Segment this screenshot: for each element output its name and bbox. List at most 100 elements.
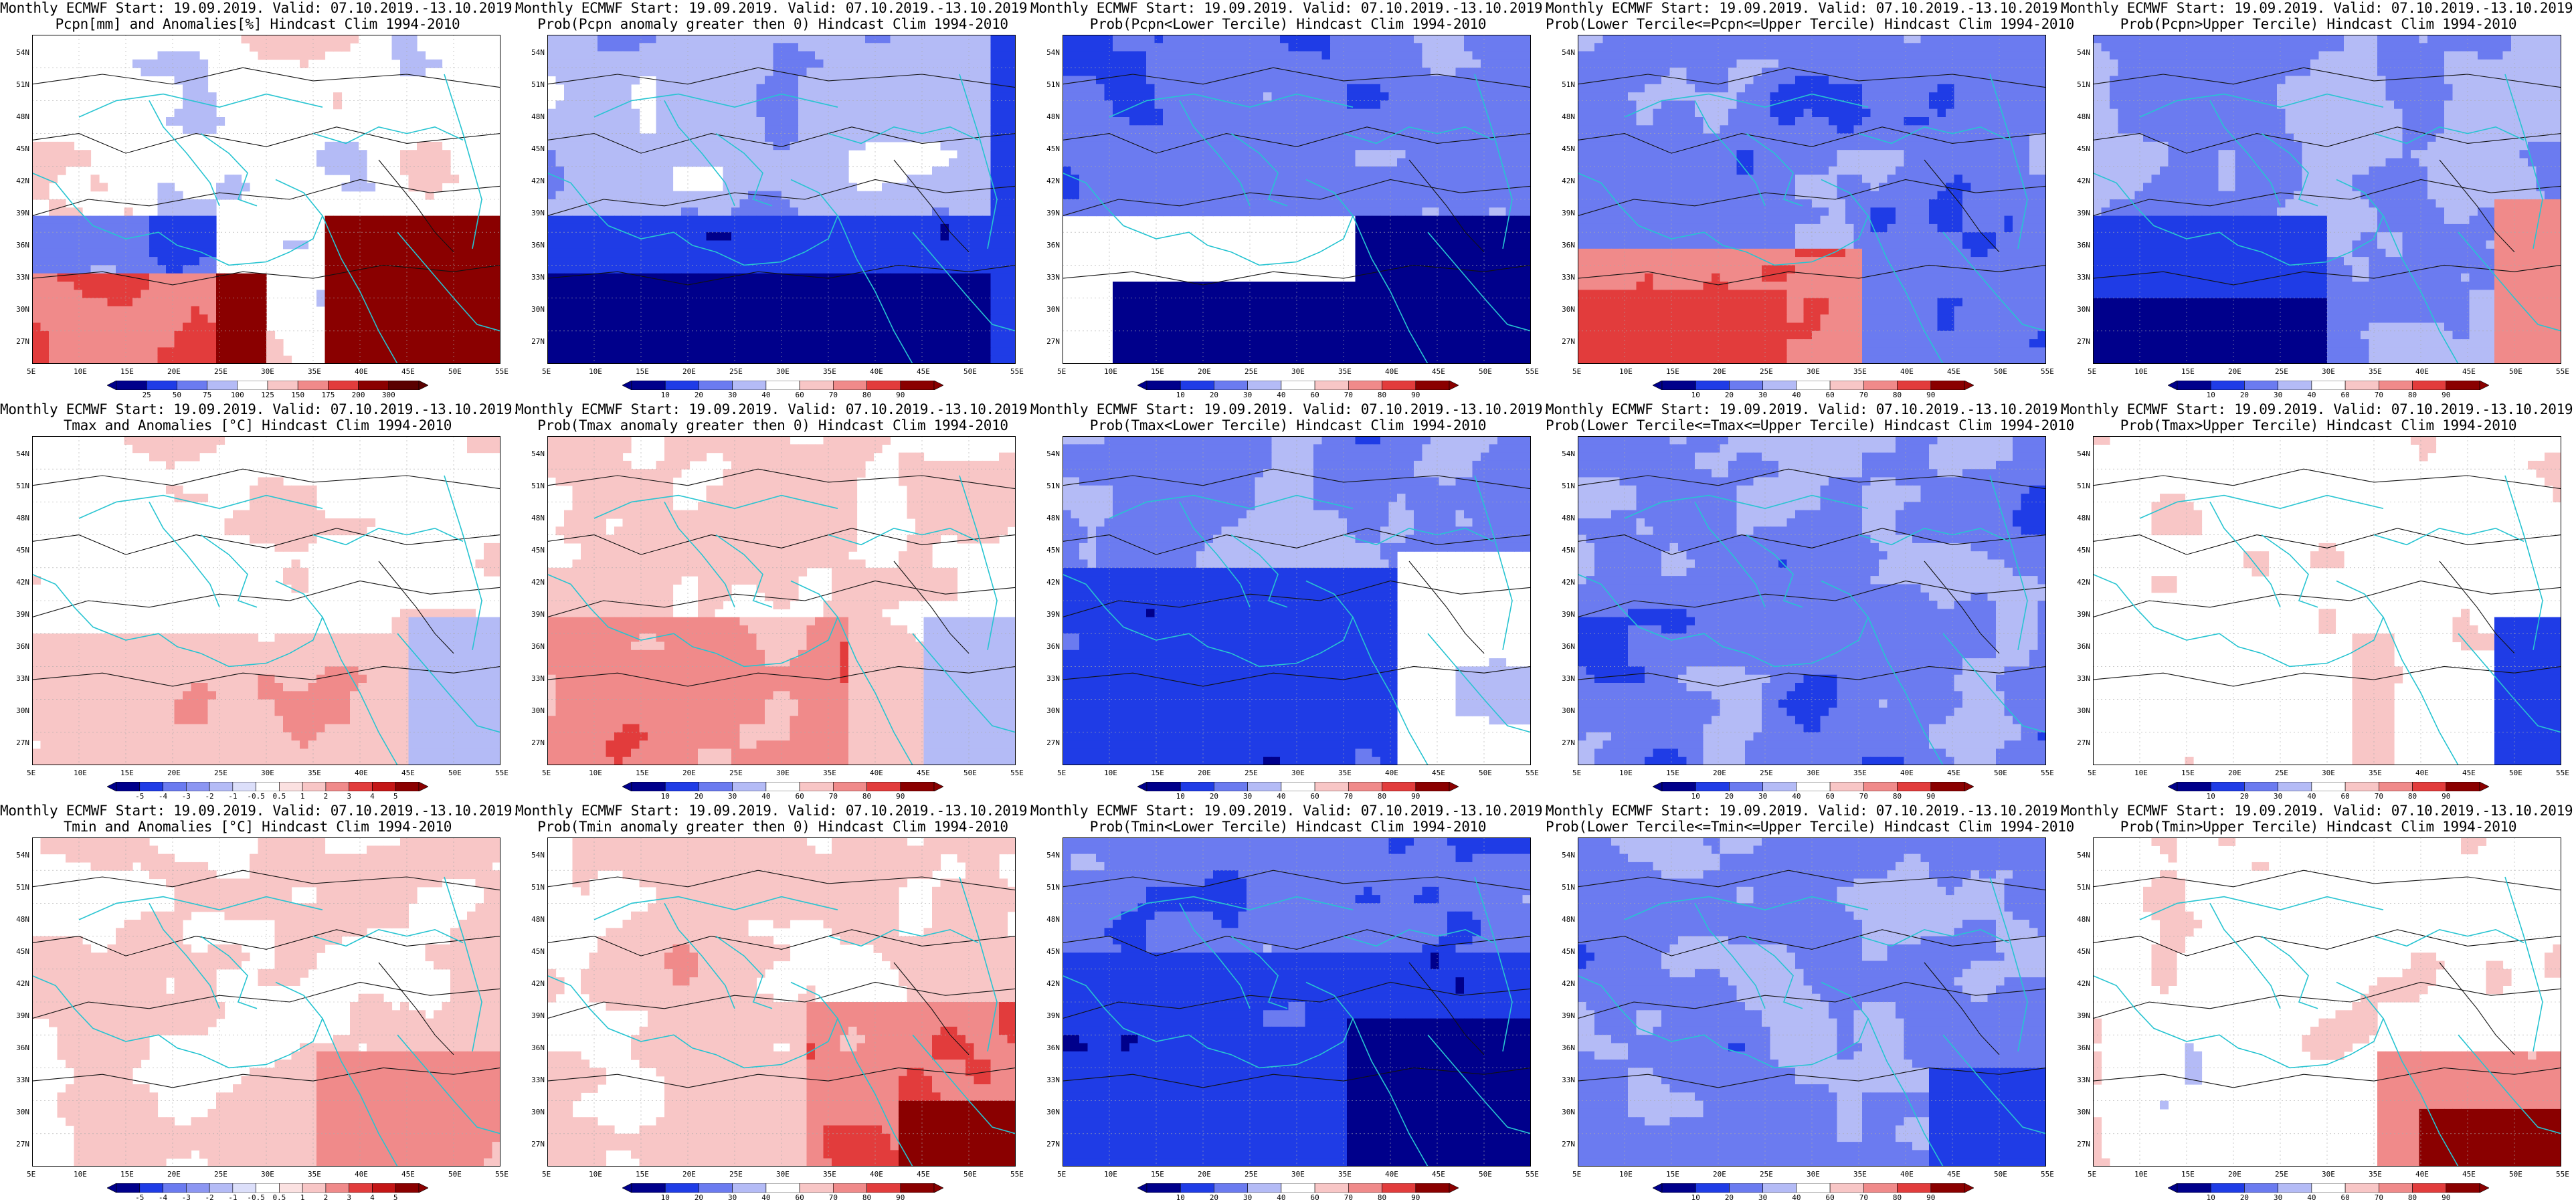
lon-label: 10E — [1619, 1170, 1633, 1179]
lat-label: 51N — [1037, 80, 1060, 89]
lat-label: 42N — [1552, 578, 1575, 587]
lon-label: 15E — [1151, 769, 1164, 777]
coastline — [1179, 502, 1251, 608]
coastline — [312, 928, 464, 947]
forecast-map — [1578, 837, 2046, 1167]
coastline — [1352, 1018, 1429, 1167]
coastline — [200, 534, 258, 608]
lon-label: 30E — [1807, 1170, 1820, 1179]
colorbar-tick-label: 25 — [143, 391, 151, 399]
colorbar-tick-label: 30 — [1758, 1193, 1767, 1202]
lon-label: 50E — [2509, 367, 2522, 376]
coastline — [2261, 935, 2318, 1009]
lon-label: 5E — [542, 1170, 551, 1179]
colorbar-tick-label: 20 — [1210, 792, 1218, 801]
coastline — [397, 1034, 500, 1134]
lat-label: 27N — [2067, 1140, 2090, 1148]
lat-label: 30N — [522, 305, 545, 314]
coastline — [1746, 935, 1803, 1009]
lat-label: 33N — [1037, 674, 1060, 683]
coastline — [828, 527, 979, 546]
lon-label: 55E — [2041, 367, 2054, 376]
panel-title-line1: Monthly ECMWF Start: 19.09.2019. Valid: … — [515, 401, 1036, 417]
lon-label: 25E — [214, 769, 227, 777]
lat-label: 33N — [1552, 1076, 1575, 1084]
lon-label: 30E — [1291, 367, 1305, 376]
coastline — [444, 876, 482, 1051]
lon-label: 30E — [776, 367, 790, 376]
forecast-panel-p35: Monthly ECMWF Start: 19.09.2019. Valid: … — [2061, 803, 2576, 1204]
forecast-map-field — [2093, 35, 2561, 364]
lon-label: 10E — [1619, 769, 1633, 777]
lon-label: 30E — [2322, 769, 2335, 777]
lat-label: 45N — [1552, 144, 1575, 153]
lon-label: 55E — [1010, 769, 1024, 777]
forecast-panel-p23: Monthly ECMWF Start: 19.09.2019. Valid: … — [1030, 401, 1551, 803]
panel-title-line1: Monthly ECMWF Start: 19.09.2019. Valid: … — [1546, 803, 2066, 819]
lon-label: 10E — [1104, 1170, 1117, 1179]
coastline — [593, 896, 838, 920]
lat-label: 48N — [522, 112, 545, 121]
colorbar — [1137, 781, 1459, 792]
lon-label: 30E — [261, 1170, 274, 1179]
lon-label: 55E — [495, 769, 509, 777]
lon-label: 45E — [2462, 1170, 2476, 1179]
colorbar-tick-label: -4 — [159, 792, 167, 801]
coastline — [2383, 1018, 2459, 1167]
colorbar-tick-label: 80 — [1893, 1193, 1902, 1202]
coastline — [2383, 215, 2459, 364]
coastline — [1474, 876, 1513, 1051]
lat-label: 48N — [1037, 112, 1060, 121]
lon-label: 55E — [2556, 367, 2569, 376]
lon-label: 15E — [120, 769, 134, 777]
lon-label: 35E — [308, 1170, 321, 1179]
colorbar — [2167, 380, 2490, 391]
lon-label: 50E — [1479, 1170, 1492, 1179]
colorbar-tick-label: 20 — [2240, 391, 2249, 399]
coastline — [2373, 527, 2524, 546]
lat-label: 33N — [1552, 273, 1575, 282]
colorbar-tick-label: 60 — [2340, 1193, 2349, 1202]
lat-label: 42N — [1037, 979, 1060, 988]
coastline — [312, 527, 464, 546]
colorbar-tick-label: 2 — [324, 792, 329, 801]
lat-label: 42N — [2067, 979, 2090, 988]
lon-label: 50E — [448, 1170, 462, 1179]
lon-label: 50E — [448, 769, 462, 777]
colorbar-tick-label: 60 — [795, 792, 804, 801]
lat-label: 39N — [1037, 1011, 1060, 1020]
coastline — [200, 132, 258, 207]
lon-label: 20E — [682, 367, 696, 376]
lat-label: 54N — [1552, 851, 1575, 860]
coastline — [2261, 534, 2318, 608]
colorbar-tick-label: 60 — [1310, 792, 1319, 801]
coastline — [912, 633, 1016, 733]
colorbar-tick-label: 4 — [370, 1193, 375, 1202]
forecast-panel-p32: Monthly ECMWF Start: 19.09.2019. Valid: … — [515, 803, 1036, 1204]
coastline — [1858, 928, 2009, 947]
colorbar-tick-label: 80 — [1893, 391, 1902, 399]
lon-label: 25E — [729, 769, 743, 777]
lat-label: 42N — [7, 177, 29, 185]
lat-label: 42N — [522, 177, 545, 185]
lon-label: 25E — [214, 367, 227, 376]
lon-label: 25E — [2275, 1170, 2288, 1179]
lat-label: 36N — [2067, 1043, 2090, 1052]
lon-label: 40E — [870, 1170, 883, 1179]
coastline — [149, 903, 220, 1009]
lat-label: 27N — [1552, 1140, 1575, 1148]
lat-label: 39N — [522, 610, 545, 619]
colorbar-tick-label: 300 — [382, 391, 395, 399]
lat-label: 42N — [2067, 578, 2090, 587]
lon-label: 15E — [1151, 1170, 1164, 1179]
lat-label: 36N — [7, 1043, 29, 1052]
lon-label: 5E — [1057, 1170, 1066, 1179]
lon-label: 50E — [963, 769, 977, 777]
lon-label: 35E — [1338, 367, 1352, 376]
coastline — [397, 231, 500, 332]
lat-label: 39N — [2067, 610, 2090, 619]
lat-label: 33N — [7, 1076, 29, 1084]
lon-label: 45E — [401, 769, 415, 777]
panel-title-line2: Prob(Pcpn<Lower Tercile) Hindcast Clim 1… — [1030, 16, 1546, 32]
colorbar-tick-label: -5 — [135, 1193, 144, 1202]
